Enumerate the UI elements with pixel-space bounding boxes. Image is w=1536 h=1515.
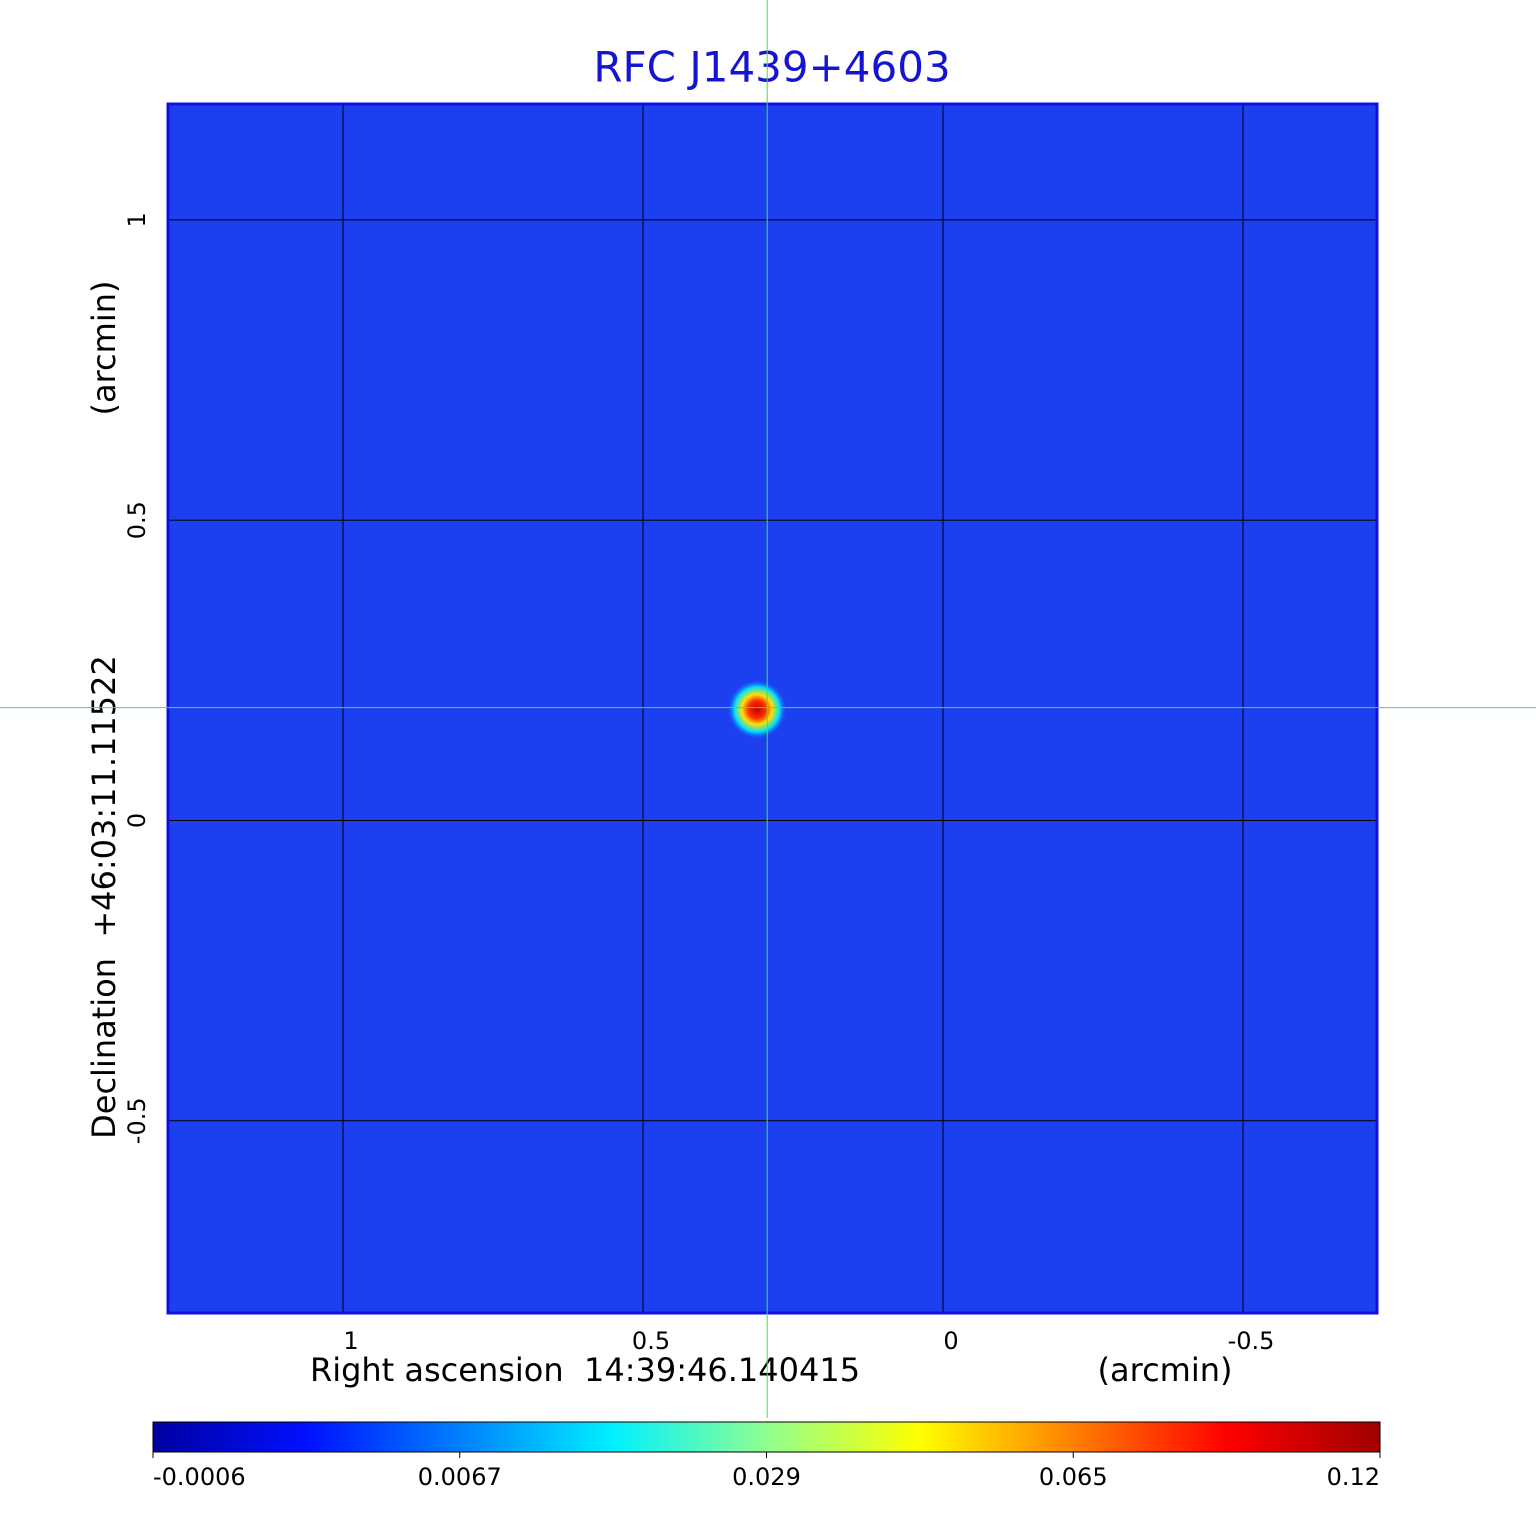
y-axis-label: Declination +46:03:11.11522 [85, 655, 123, 1139]
y-axis-unit: (arcmin) [85, 281, 123, 416]
colorbar-tick-label: -0.0006 [153, 1463, 246, 1491]
colorbar [152, 1421, 1381, 1453]
frame [166, 102, 1379, 1315]
x-axis-label: Right ascension 14:39:46.140415 [310, 1351, 860, 1389]
x-axis-unit: (arcmin) [1098, 1351, 1233, 1389]
colorbar-tick-label: 0.029 [732, 1463, 801, 1491]
x-tick-label: -0.5 [1228, 1327, 1275, 1355]
source [727, 679, 788, 740]
colorbar-tick-label: 0.0067 [418, 1463, 502, 1491]
colorbar-tick-label: 0.12 [1327, 1463, 1380, 1491]
y-tick-label: 1 [123, 212, 151, 227]
x-tick-label: 0.5 [632, 1327, 670, 1355]
x-tick-label: 1 [343, 1327, 358, 1355]
y-tick-label: 0 [123, 813, 151, 828]
chart-title: RFC J1439+4603 [593, 43, 950, 92]
y-tick-label: -0.5 [123, 1097, 151, 1144]
y-tick-label: 0.5 [123, 501, 151, 539]
colorbar-tick-label: 0.065 [1039, 1463, 1108, 1491]
x-tick-label: 0 [943, 1327, 958, 1355]
